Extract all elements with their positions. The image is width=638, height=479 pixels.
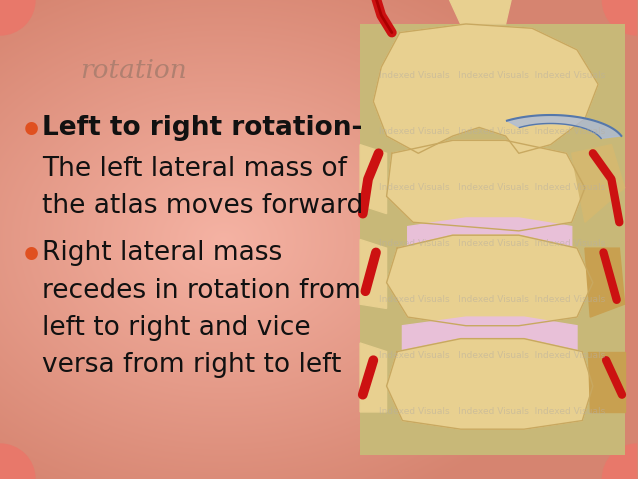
Polygon shape bbox=[507, 115, 621, 138]
Polygon shape bbox=[408, 218, 572, 248]
Polygon shape bbox=[572, 145, 625, 222]
Polygon shape bbox=[387, 339, 593, 429]
Circle shape bbox=[602, 0, 638, 35]
Text: Indexed Visuals   Indexed Visuals  Indexed Visuals: Indexed Visuals Indexed Visuals Indexed … bbox=[379, 352, 605, 360]
Polygon shape bbox=[360, 240, 387, 308]
Circle shape bbox=[0, 0, 35, 35]
Polygon shape bbox=[360, 343, 387, 412]
FancyBboxPatch shape bbox=[360, 24, 625, 455]
Text: versa from right to left: versa from right to left bbox=[42, 352, 341, 378]
Text: •: • bbox=[20, 240, 43, 274]
Text: Indexed Visuals   Indexed Visuals  Indexed Visuals: Indexed Visuals Indexed Visuals Indexed … bbox=[379, 296, 605, 304]
Text: Indexed Visuals   Indexed Visuals  Indexed Visuals: Indexed Visuals Indexed Visuals Indexed … bbox=[379, 240, 605, 248]
Circle shape bbox=[0, 444, 35, 479]
Text: rotation: rotation bbox=[80, 58, 187, 83]
Circle shape bbox=[602, 444, 638, 479]
Text: recedes in rotation from: recedes in rotation from bbox=[42, 278, 360, 304]
Text: Indexed Visuals   Indexed Visuals  Indexed Visuals: Indexed Visuals Indexed Visuals Indexed … bbox=[379, 71, 605, 80]
Text: Indexed Visuals   Indexed Visuals  Indexed Visuals: Indexed Visuals Indexed Visuals Indexed … bbox=[379, 127, 605, 136]
Polygon shape bbox=[387, 235, 593, 326]
Polygon shape bbox=[588, 352, 625, 412]
Polygon shape bbox=[403, 317, 577, 352]
Polygon shape bbox=[585, 248, 625, 317]
Text: Indexed Visuals   Indexed Visuals  Indexed Visuals: Indexed Visuals Indexed Visuals Indexed … bbox=[379, 408, 605, 416]
Text: Right lateral mass: Right lateral mass bbox=[42, 240, 282, 266]
Text: The left lateral mass of: The left lateral mass of bbox=[42, 156, 347, 182]
Polygon shape bbox=[360, 145, 387, 214]
Text: left to right and vice: left to right and vice bbox=[42, 315, 311, 341]
Polygon shape bbox=[434, 0, 519, 24]
Text: Indexed Visuals   Indexed Visuals  Indexed Visuals: Indexed Visuals Indexed Visuals Indexed … bbox=[379, 183, 605, 192]
Text: the atlas moves forward: the atlas moves forward bbox=[42, 193, 363, 219]
Polygon shape bbox=[387, 140, 585, 231]
Text: Left to right rotation-: Left to right rotation- bbox=[42, 115, 362, 141]
Text: •: • bbox=[20, 115, 43, 149]
Polygon shape bbox=[373, 24, 598, 153]
